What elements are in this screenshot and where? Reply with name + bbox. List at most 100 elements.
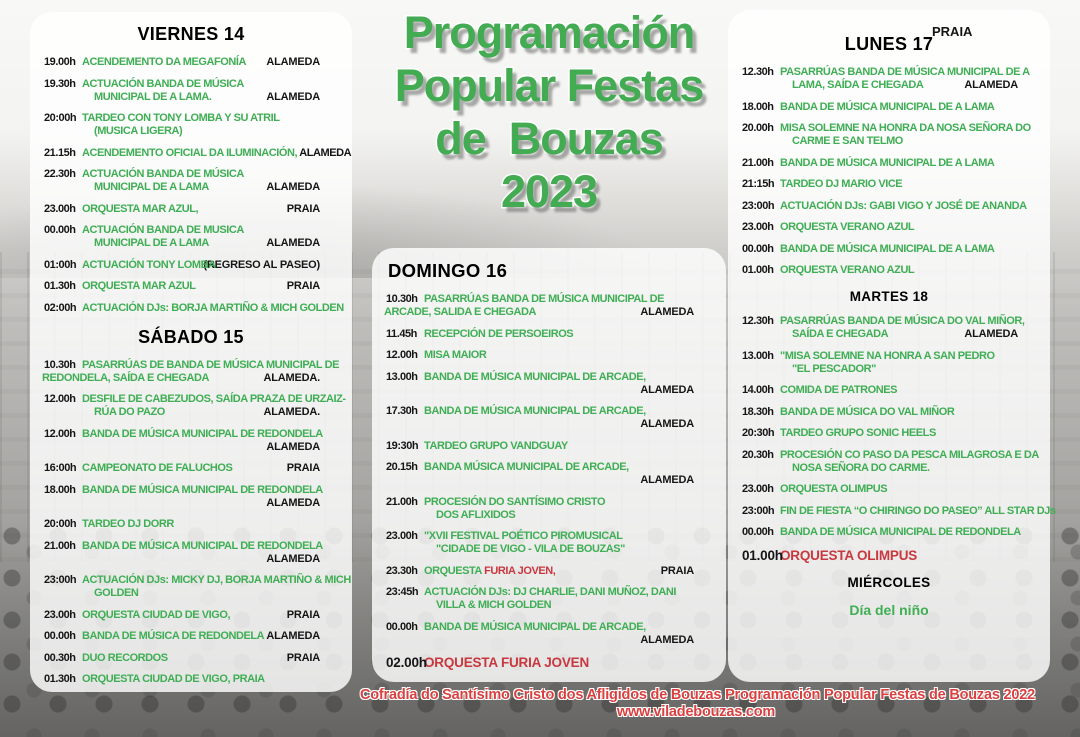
footer-website: www.viladebouzas.com — [616, 704, 776, 720]
event-row: 19:30h TARDEO GRUPO VANDGUAY — [384, 440, 714, 453]
event-row: 23.00h PRAIA ORQUESTA MAR AZUL, — [42, 203, 340, 216]
event-line: PROCESIÓN CO PASO DA PESCA MILAGROSA E D… — [780, 449, 1039, 462]
event-row: 02:00h ACTUACIÓN DJs: BORJA MARTIÑO & MIC… — [42, 301, 344, 315]
event-line: TARDEO DJ DORR — [82, 518, 340, 531]
event-row: 01.00h ORQUESTA VERANO AZUL — [740, 264, 1038, 277]
event-time: 12.00h — [44, 427, 76, 440]
event-venue: ALAMEDA — [640, 474, 694, 486]
event-line: ALAMEDA — [82, 497, 340, 510]
event-text: DUO RECORDOS — [82, 651, 168, 664]
event-line: ALAMEDA MUNICIPAL DE A LAMA — [82, 237, 340, 250]
event-line: "MISA SOLEMNE NA HONRA A SAN PEDRO — [780, 350, 1038, 363]
event-row: 12.00h DESFILE DE CABEZUDOS, SAÍDA PRAZA … — [42, 393, 346, 419]
event-text: ORQUESTA — [424, 564, 485, 577]
event-time: 20.15h — [386, 461, 418, 473]
event-row: 10.30h PASARRÚAS DE BANDA DE MÚSICA MUNIC… — [42, 359, 340, 385]
event-line: "CIDADE DE VIGO - VILA DE BOUZAS" — [424, 543, 714, 556]
praia-top-label: PRAIA — [932, 24, 973, 39]
event-time: 20:00h — [44, 518, 77, 530]
event-text: ARCADE, SALIDA E CHEGADA — [384, 306, 536, 318]
event-line: ORQUESTA OLIMPUS — [780, 548, 1038, 563]
event-row: 23.30h PRAIA ORQUESTA FURIA JOVEN, — [384, 565, 714, 578]
event-line: PASARRÚAS DE BANDA DE MÚSICA MUNICIPAL D… — [82, 359, 340, 372]
event-venue: (REGRESO AL PASEO) — [203, 258, 320, 271]
event-line: TARDEO GRUPO VANDGUAY — [424, 440, 714, 453]
event-line: PASARRÚAS BANDA DE MÚSICA MUNICIPAL DE — [424, 293, 714, 306]
footer-organizer-line: Cofradía do Santísimo Cristo dos Afligid… — [360, 687, 1035, 703]
event-row: 00.00h ALAMEDA BANDA DE MÚSICA DE REDONDEL… — [42, 630, 340, 643]
event-line: BANDA DE MÚSICA MUNICIPAL DE A LAMA — [780, 243, 1038, 256]
schedule-panel-friday-saturday: VIERNES 14 19.00h ALAMEDA ACENDEMENTO DA ME… — [30, 12, 352, 692]
event-time: 12.00h — [44, 393, 76, 405]
event-line: ALAMEDA. RÚA DO PAZO — [82, 406, 340, 419]
event-text: BANDA DE MÚSICA MUNICIPAL DE A LAMA — [780, 242, 995, 255]
event-text: LAMA, SAÍDA E CHEGADA — [792, 79, 924, 91]
poster-title-line: Popular Festas — [393, 59, 706, 113]
event-time: 12.30h — [742, 315, 774, 327]
event-text: ACTUACIÓN DJs: GABI VIGO Y JOSÉ DE ANAND… — [780, 199, 1027, 212]
event-time: 19:30h — [386, 439, 419, 452]
event-line: PRAIA DUO RECORDOS — [82, 652, 340, 665]
event-text: "XVII FESTIVAL POÉTICO PIROMUSICAL — [424, 530, 623, 542]
event-row: 18.00h BANDA DE MÚSICA MUNICIPAL DE REDON… — [42, 484, 340, 510]
day-header: DOMINGO 16 — [388, 260, 508, 281]
event-text: ACTUACIÓN BANDA DE MUSICA — [82, 224, 244, 236]
event-row: 20:00h TARDEO DJ DORR — [42, 518, 340, 531]
schedule-panel-monday-tuesday: PRAIA LUNES 17 12.30h PASARRÚAS BANDA DE M… — [728, 10, 1056, 682]
event-line: ACENDEMENTO OFICIAL DA ILUMINACIÓN, ALAM… — [82, 147, 352, 160]
event-venue: ALAMEDA — [266, 496, 320, 509]
day-section: LUNES 17 12.30h PASARRÚAS BANDA DE MÚSICA … — [740, 34, 1038, 277]
event-row: 23.00h ORQUESTA VERANO AZUL — [740, 221, 1038, 234]
event-line: ORQUESTA VERANO AZUL — [780, 221, 1038, 234]
poster-title-line: Programación — [402, 6, 697, 60]
day-header: SÁBADO 15 — [138, 326, 244, 347]
event-line: ORQUESTA OLIMPUS — [780, 483, 1038, 496]
event-time: 02.00h — [386, 655, 427, 670]
event-row: 00.00h ACTUACIÓN BANDA DE MUSICA ALAMEDA MU… — [42, 224, 340, 250]
event-text: RÚA DO PAZO — [94, 406, 165, 418]
event-line: BANDA DE MÚSICA MUNICIPAL DE A LAMA — [780, 101, 1038, 114]
event-row: 21.00h BANDA DE MÚSICA MUNICIPAL DE A LAM… — [740, 157, 1038, 170]
event-row: 23.00h PRAIA ORQUESTA CIUDAD DE VIGO, — [42, 609, 340, 622]
event-time: 02:00h — [44, 301, 77, 314]
event-time: 23:45h — [386, 586, 419, 598]
event-text: TARDEO CON TONY LOMBA Y SU ATRIL — [82, 112, 280, 124]
event-line: ACTUACIÓN BANDA DE MUSICA — [82, 224, 340, 237]
event-row: 13.00h "MISA SOLEMNE NA HONRA A SAN PEDRO… — [740, 350, 1038, 376]
event-line: PRAIA CAMPEONATO DE FALUCHOS — [82, 462, 340, 475]
event-line: ACTUACIÓN DJs: DJ CHARLIE, DANI MUÑOZ, D… — [424, 586, 714, 599]
event-text: ALAMEDA — [299, 146, 352, 159]
event-time: 00.00h — [386, 620, 418, 633]
event-time: 23.00h — [44, 202, 76, 215]
event-time: 23.00h — [386, 530, 418, 542]
event-row: 01:00h (REGRESO AL PASEO) ACTUACIÓN TONY L… — [42, 259, 340, 272]
event-row: 23:00h FIN DE FIESTA “O CHIRINGO DO PASEO… — [740, 505, 1056, 518]
event-line: TARDEO DJ MARIO VICE — [780, 178, 1038, 191]
event-row: 00.00h BANDA DE MÚSICA MUNICIPAL DE A LAM… — [740, 243, 1038, 256]
event-row: 22.30h ACTUACIÓN BANDA DE MÚSICA ALAMEDA MU… — [42, 168, 340, 194]
event-text: PROCESIÓN DO SANTÍSIMO CRISTO — [424, 495, 606, 508]
event-text: TARDEO DJ MARIO VICE — [780, 178, 903, 190]
event-venue: PRAIA — [660, 564, 694, 577]
event-text: REDONDELA, SAÍDA E CHEGADA — [42, 371, 209, 384]
event-text: "MISA SOLEMNE NA HONRA A SAN PEDRO — [780, 349, 995, 362]
event-row: 18.00h BANDA DE MÚSICA MUNICIPAL DE A LAM… — [740, 101, 1038, 114]
event-text: FURIA JOVEN, — [484, 564, 556, 577]
event-text: BANDA DE MÚSICA MUNICIPAL DE ARCADE, — [424, 405, 646, 417]
event-line: PROCESIÓN DO SANTÍSIMO CRISTO — [424, 496, 714, 509]
event-time: 21:15h — [742, 178, 775, 190]
event-time: 13.00h — [742, 349, 774, 362]
event-text: NOSA SEÑORA DO CARME. — [792, 461, 930, 474]
event-line: "XVII FESTIVAL POÉTICO PIROMUSICAL — [424, 530, 714, 543]
event-text: ACTUACIÓN BANDA DE MÚSICA — [82, 168, 244, 180]
event-venue: ALAMEDA — [640, 418, 694, 430]
event-text: BANDA DE MÚSICA DO VAL MIÑOR — [780, 405, 955, 418]
event-text: ACTUACIÓN BANDA DE MÚSICA — [82, 77, 244, 90]
event-line: ACTUACIÓN DJs: GABI VIGO Y JOSÉ DE ANAND… — [780, 200, 1038, 213]
event-time: 19.30h — [44, 77, 76, 90]
event-line: "EL PESCADOR" — [780, 363, 1038, 376]
event-time: 20:30h — [742, 427, 775, 439]
event-time: 01.00h — [742, 264, 774, 276]
event-venue: ALAMEDA. — [263, 371, 321, 384]
event-text: CAMPEONATO DE FALUCHOS — [82, 462, 233, 474]
